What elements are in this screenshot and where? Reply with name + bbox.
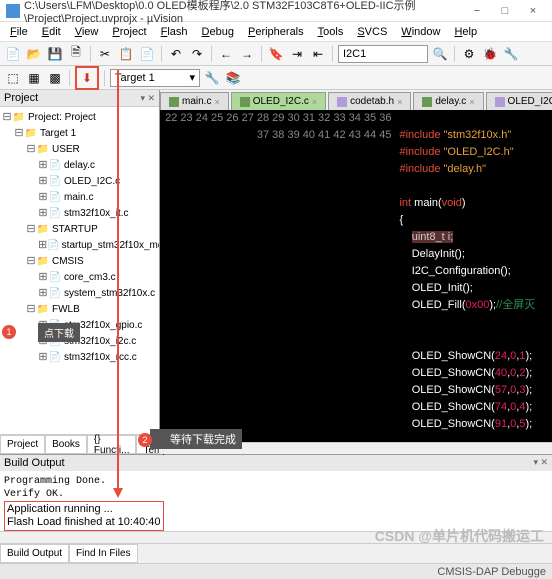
config-icon[interactable]: ⚙ [460,45,478,63]
panel-tab[interactable]: Books [45,435,87,454]
paste-icon[interactable]: 📄 [138,45,156,63]
manage-icon[interactable]: 📚 [224,69,242,87]
build-tabs: Build OutputFind In Files [0,543,552,563]
tooltip-wait: 2等待下载完成 [150,429,242,449]
redo-icon[interactable]: ↷ [188,45,206,63]
new-icon[interactable]: 📄 [4,45,22,63]
tree-node[interactable]: ⊞📄delay.c [2,157,157,173]
tree-node[interactable]: ⊞📄stm32f10x_it.c [2,205,157,221]
menu-project[interactable]: Project [106,24,152,40]
outdent-icon[interactable]: ⇤ [309,45,327,63]
project-panel-title: Project ▾ ✕ [0,90,159,107]
save-icon[interactable]: 💾 [46,45,64,63]
editor-tab[interactable]: main.c× [160,92,229,110]
tool-icon[interactable]: 🔧 [502,45,520,63]
rebuild-icon[interactable]: ▩ [46,69,64,87]
tree-node[interactable]: ⊞📄startup_stm32f10x_md.s [2,237,157,253]
target-select[interactable]: Target 1▾ [110,69,200,87]
panel-menu-icon[interactable]: ▾ ✕ [140,93,155,104]
minimize-button[interactable]: − [464,4,490,18]
build-panel-close-icon[interactable]: ▾ ✕ [533,457,548,469]
menubar: FileEditViewProjectFlashDebugPeripherals… [0,22,552,42]
find-icon[interactable]: 🔍 [431,45,449,63]
output-tab[interactable]: Find In Files [69,544,137,563]
tree-node[interactable]: ⊞📄OLED_I2C.c [2,173,157,189]
statusbar: CMSIS-DAP Debugge [0,563,552,579]
menu-flash[interactable]: Flash [155,24,194,40]
search-combo[interactable]: I2C1 [338,45,428,63]
app-icon [6,4,20,18]
tree-node[interactable]: ⊟📁CMSIS [2,253,157,269]
build-panel: Build Output ▾ ✕ Programming Done.Verify… [0,454,552,563]
translate-icon[interactable]: ⬚ [4,69,22,87]
copy-icon[interactable]: 📋 [117,45,135,63]
editor-tab[interactable]: codetab.h× [328,92,411,110]
editor-scrollbar-h[interactable]: 2等待下载完成 [160,442,552,454]
menu-peripherals[interactable]: Peripherals [242,24,310,40]
tree-node[interactable]: ⊟📁FWLB [2,301,157,317]
tree-node[interactable]: ⊞📄main.c [2,189,157,205]
project-tree[interactable]: 1 点下载 ⊟📁Project: Project⊟📁Target 1⊟📁USER… [0,107,159,434]
code-editor[interactable]: 22 23 24 25 26 27 28 29 30 31 32 33 34 3… [160,110,552,442]
code-content[interactable]: #include "stm32f10x.h" #include "OLED_I2… [399,110,552,442]
editor-tab[interactable]: OLED_I2C.c× [231,92,326,110]
download-button[interactable]: ⬇ [78,69,96,87]
build-output-title: Build Output ▾ ✕ [0,455,552,471]
menu-file[interactable]: File [4,24,34,40]
menu-svcs[interactable]: SVCS [351,24,393,40]
saveall-icon[interactable]: 🗎 [67,45,85,63]
menu-tools[interactable]: Tools [312,24,350,40]
tree-node[interactable]: ⊞📄stm32f10x_rcc.c [2,349,157,365]
menu-edit[interactable]: Edit [36,24,67,40]
nav-fwd-icon[interactable]: → [238,45,256,63]
indent-icon[interactable]: ⇥ [288,45,306,63]
tree-node[interactable]: ⊟📁USER [2,141,157,157]
close-button[interactable]: × [520,4,546,18]
left-bottom-tabs: ProjectBooks{} Functi...0.. Templ... [0,434,159,454]
tooltip-download: 点下载 [38,323,80,342]
editor-tabs: main.c×OLED_I2C.c×codetab.h×delay.c×OLED… [160,90,552,110]
tree-node[interactable]: ⊞📄system_stm32f10x.c [2,285,157,301]
badge-2: 2 [138,433,152,447]
build-icon[interactable]: ▦ [25,69,43,87]
output-tab[interactable]: Build Output [0,544,69,563]
tree-node[interactable]: ⊟📁Target 1 [2,125,157,141]
titlebar: C:\Users\LFM\Desktop\0.0 OLED模板程序\2.0 ST… [0,0,552,22]
cut-icon[interactable]: ✂ [96,45,114,63]
panel-tab[interactable]: {} Functi... [87,435,137,454]
menu-help[interactable]: Help [448,24,483,40]
tree-node[interactable]: ⊟📁Project: Project [2,109,157,125]
toolbar-main: 📄 📂 💾 🗎 ✂ 📋 📄 ↶ ↷ ← → 🔖 ⇥ ⇤ I2C1 🔍 ⚙ 🐞 🔧 [0,42,552,66]
options-icon[interactable]: 🔧 [203,69,221,87]
panel-tab[interactable]: Project [0,435,45,454]
editor-tab[interactable]: delay.c× [413,92,483,110]
nav-back-icon[interactable]: ← [217,45,235,63]
build-output[interactable]: Programming Done.Verify OK.Application r… [0,471,552,531]
line-gutter: 22 23 24 25 26 27 28 29 30 31 32 33 34 3… [160,110,399,442]
project-panel: Project ▾ ✕ 1 点下载 ⊟📁Project: Project⊟📁Ta… [0,90,160,454]
build-scrollbar-h[interactable] [0,531,552,543]
maximize-button[interactable]: □ [492,4,518,18]
editor-tab[interactable]: OLED_I2C.h× [486,92,552,110]
tree-node[interactable]: ⊟📁STARTUP [2,221,157,237]
open-icon[interactable]: 📂 [25,45,43,63]
badge-1: 1 [2,325,16,339]
tree-node[interactable]: ⊞📄core_cm3.c [2,269,157,285]
menu-view[interactable]: View [69,24,105,40]
menu-window[interactable]: Window [395,24,446,40]
toolbar-build: ⬚ ▦ ▩ ⬇ Target 1▾ 🔧 📚 [0,66,552,90]
editor-area: main.c×OLED_I2C.c×codetab.h×delay.c×OLED… [160,90,552,454]
window-title: C:\Users\LFM\Desktop\0.0 OLED模板程序\2.0 ST… [24,0,464,25]
menu-debug[interactable]: Debug [196,24,240,40]
debug-icon[interactable]: 🐞 [481,45,499,63]
undo-icon[interactable]: ↶ [167,45,185,63]
status-text: CMSIS-DAP Debugge [437,566,546,578]
bookmark-icon[interactable]: 🔖 [267,45,285,63]
